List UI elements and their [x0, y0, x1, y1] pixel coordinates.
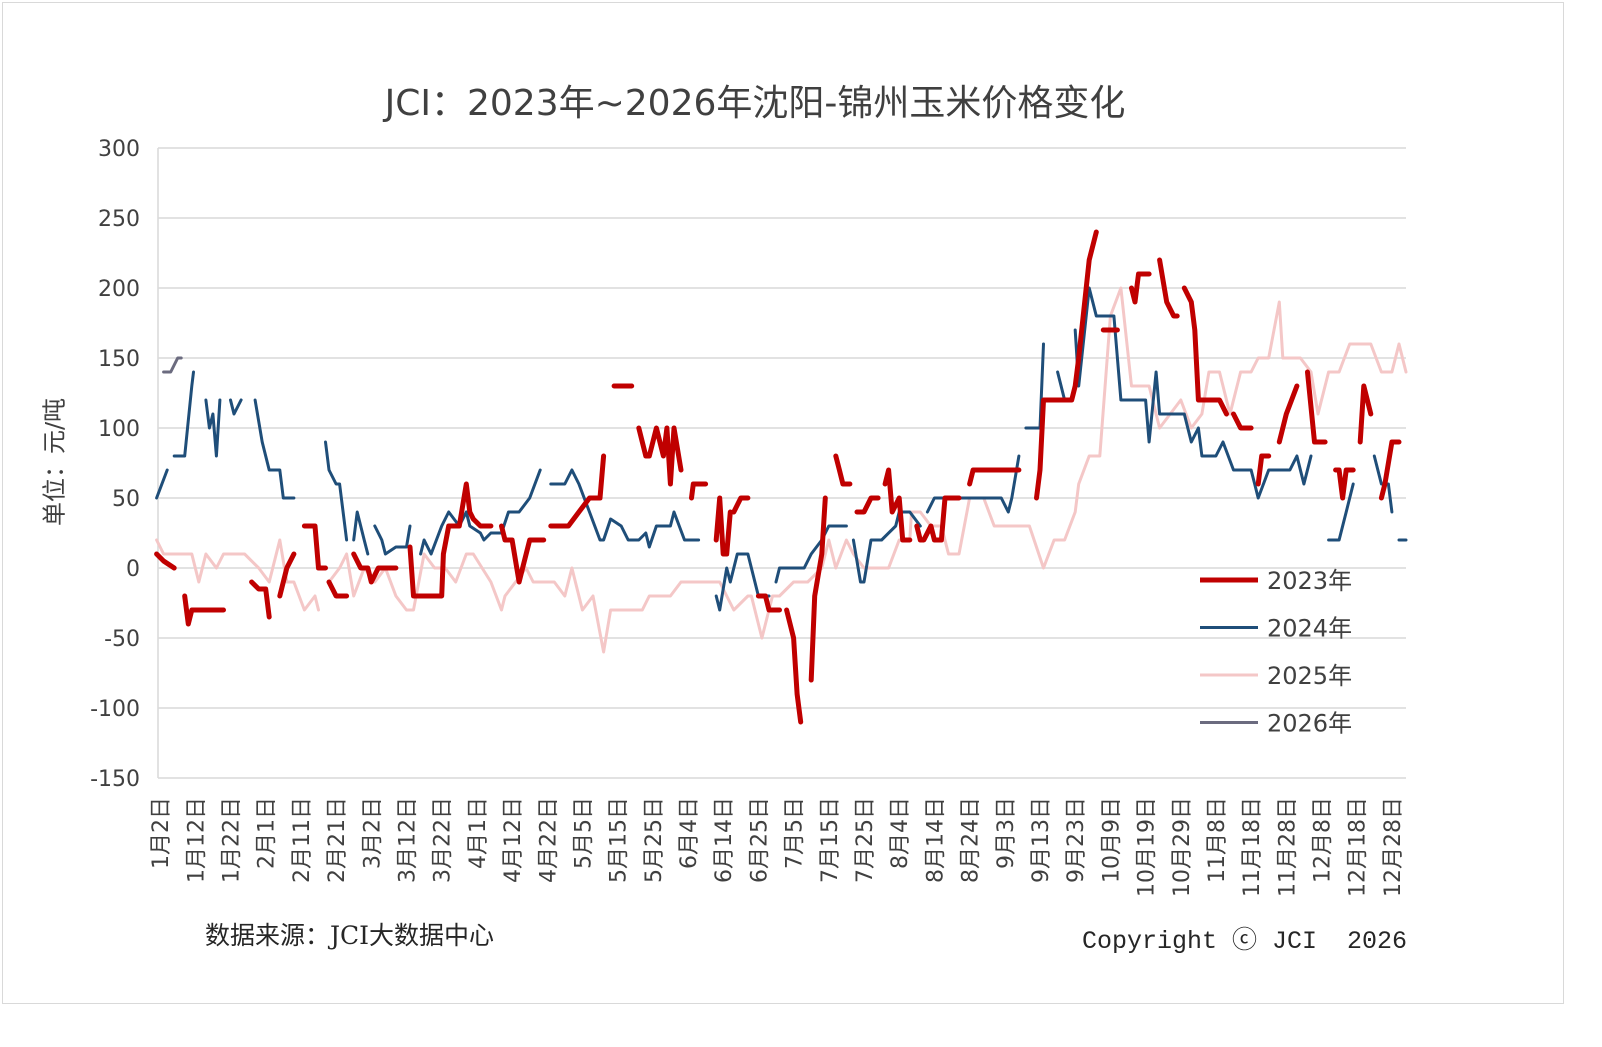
x-tick-label: 2月11日: [290, 797, 315, 883]
x-tick-label: 2月1日: [255, 797, 280, 869]
y-tick-label: -50: [104, 627, 140, 652]
x-tick-label: 8月14日: [923, 797, 948, 883]
x-tick-label: 9月3日: [994, 797, 1019, 869]
x-tick-label: 2月21日: [325, 797, 350, 883]
y-tick-label: 300: [98, 137, 140, 162]
x-tick-label: 11月28日: [1275, 797, 1300, 897]
x-tick-label: 4月22日: [536, 797, 561, 883]
legend-label: 2023年: [1267, 567, 1352, 595]
x-tick-label: 4月12日: [501, 797, 526, 883]
series-line-2025: [155, 286, 1408, 654]
series-line-2024: [155, 286, 1408, 612]
x-tick-label: 6月14日: [712, 797, 737, 883]
x-tick-label: 7月15日: [818, 797, 843, 883]
x-tick-label: 7月5日: [783, 797, 808, 869]
x-tick-label: 4月1日: [466, 797, 491, 869]
chart-frame: [2, 2, 1564, 1004]
series-line-2026: [162, 356, 183, 374]
legend-label: 2024年: [1267, 615, 1352, 643]
y-tick-label: 200: [98, 277, 140, 302]
copyright-note: Copyright ⓒ JCI 2026: [1082, 927, 1408, 956]
legend-label: 2025年: [1267, 662, 1352, 690]
y-tick-label: 150: [98, 347, 140, 372]
x-tick-label: 1月2日: [149, 797, 174, 869]
x-tick-label: 6月25日: [747, 797, 772, 883]
x-tick-label: 5月5日: [571, 797, 596, 869]
y-tick-label: 0: [126, 557, 140, 582]
y-tick-label: 50: [112, 487, 140, 512]
series-line-2023: [154, 229, 1402, 725]
y-tick-label: 250: [98, 207, 140, 232]
x-tick-label: 3月22日: [431, 797, 456, 883]
x-tick-label: 12月8日: [1311, 797, 1336, 883]
x-tick-label: 3月12日: [395, 797, 420, 883]
x-tick-label: 9月23日: [1064, 797, 1089, 883]
y-tick-label: -100: [90, 697, 140, 722]
x-tick-label: 11月8日: [1205, 797, 1230, 883]
x-tick-label: 7月25日: [853, 797, 878, 883]
x-tick-label: 1月22日: [220, 797, 245, 883]
x-tick-label: 5月25日: [642, 797, 667, 883]
x-tick-label: 1月12日: [184, 797, 209, 883]
x-tick-label: 11月18日: [1240, 797, 1265, 897]
legend-label: 2026年: [1267, 710, 1352, 738]
chart-title: JCI：2023年~2026年沈阳-锦州玉米价格变化: [384, 83, 1126, 124]
x-tick-label: 6月4日: [677, 797, 702, 869]
y-tick-label: -150: [90, 767, 140, 792]
x-tick-label: 10月29日: [1170, 797, 1195, 897]
x-tick-label: 10月9日: [1099, 797, 1124, 883]
y-tick-label: 100: [98, 417, 140, 442]
x-tick-label: 3月2日: [360, 797, 385, 869]
x-tick-label: 10月19日: [1135, 797, 1160, 897]
x-tick-label: 9月13日: [1029, 797, 1054, 883]
x-tick-label: 12月28日: [1381, 797, 1406, 897]
x-tick-label: 12月18日: [1346, 797, 1371, 897]
x-tick-label: 5月15日: [607, 797, 632, 883]
x-tick-label: 8月4日: [888, 797, 913, 869]
x-tick-label: 8月24日: [959, 797, 984, 883]
data-source-note: 数据来源：JCI大数据中心: [205, 921, 495, 950]
